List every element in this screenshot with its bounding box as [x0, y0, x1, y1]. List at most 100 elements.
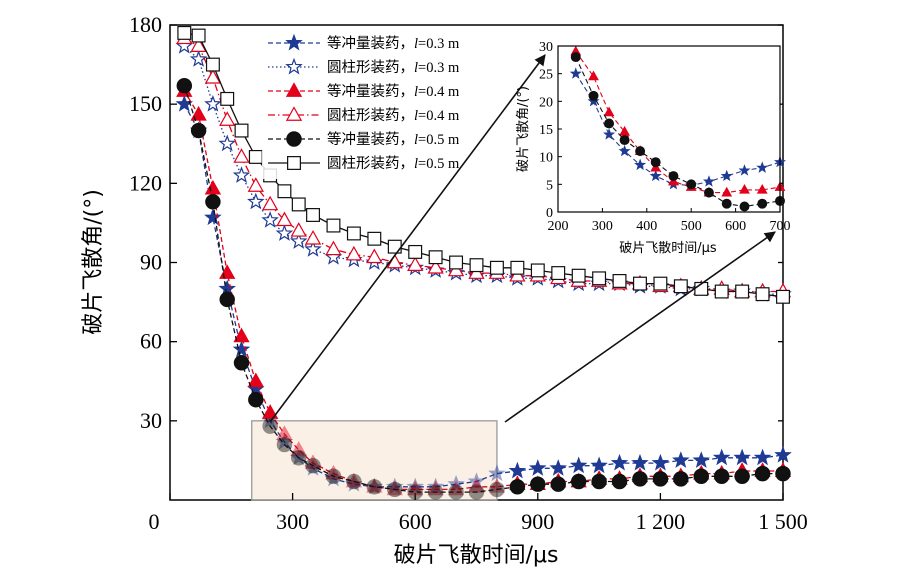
series-point-wrap: [449, 255, 464, 270]
inset-series-point: [686, 179, 697, 190]
series-point-wrap: [190, 105, 207, 121]
series-point: [447, 474, 465, 492]
series-point: [324, 469, 343, 487]
series-point: [345, 245, 363, 261]
series-point-wrap: [753, 448, 772, 466]
series-point: [191, 28, 206, 43]
legend-label: 等冲量装药，l=0.4 m: [327, 82, 460, 100]
legend-item: 等冲量装药，l=0.3 m: [268, 33, 460, 52]
series-point: [551, 266, 566, 281]
series-point: [366, 248, 383, 264]
legend-marker: [285, 82, 303, 97]
series-point: [712, 448, 731, 466]
series-point: [449, 255, 464, 270]
series-point: [233, 148, 250, 163]
series-point-wrap: [590, 456, 608, 474]
inset-series-point: [619, 125, 630, 136]
series-point-wrap: [569, 456, 588, 474]
series-point-wrap: [366, 248, 383, 264]
series-point: [488, 464, 506, 482]
series-point: [233, 355, 250, 371]
legend-item: 圆柱形装药，l=0.5 m: [268, 155, 460, 172]
inset-series-point: [739, 184, 750, 194]
inset-axis-ticks: 200 300 400 500 600 700 0 5 10 15 20 25 30: [539, 40, 791, 234]
series-point-wrap: [277, 184, 292, 199]
series-point: [592, 271, 607, 286]
series-point: [325, 240, 342, 256]
series-point: [219, 111, 236, 126]
series-point: [291, 450, 307, 466]
series-point-wrap: [218, 134, 236, 152]
legend: 等冲量装药，l=0.3 m 圆柱形装药，l=0.3 m 等冲量装药，l=0.4 m 圆…: [262, 31, 502, 179]
series-point-wrap: [672, 451, 690, 468]
series-point-wrap: [346, 226, 361, 241]
series-point: [427, 259, 444, 274]
legend-marker: [285, 33, 303, 51]
series-point: [510, 260, 525, 275]
series-point-wrap: [774, 445, 792, 463]
series-point: [407, 256, 424, 271]
series-point: [387, 481, 403, 498]
series-point-wrap: [530, 476, 546, 492]
series-point: [218, 134, 236, 152]
inset-series-point: [650, 157, 661, 168]
y-tick-label: 180: [129, 12, 162, 37]
series-point: [248, 149, 263, 164]
y-tick-label: 90: [140, 250, 162, 275]
series-point-wrap: [714, 284, 729, 299]
series-point: [204, 179, 222, 195]
inset-y-axis-title: 破片飞散角/(°): [516, 86, 531, 172]
series-point-wrap: [304, 454, 322, 469]
inset-series-point: [702, 175, 715, 187]
series-point: [232, 340, 251, 358]
inset-series-point: [703, 187, 714, 198]
series-point: [612, 273, 627, 288]
series-point-wrap: [570, 473, 587, 490]
inset-x-tick-label: 300: [592, 219, 613, 234]
inset-series-point: [587, 95, 600, 107]
series-point: [190, 37, 207, 52]
series-point: [276, 425, 293, 440]
y-tick-label: 30: [140, 408, 162, 433]
series-point-wrap: [592, 271, 607, 286]
inset-series-point: [588, 70, 599, 81]
legend-label: 圆柱形装药，l=0.3 m: [327, 59, 460, 76]
series-point: [448, 484, 464, 500]
series-point: [673, 279, 688, 294]
inset-y-tick-label: 20: [539, 95, 553, 110]
series-point: [204, 208, 222, 226]
series-point-wrap: [551, 266, 566, 281]
x-tick-label: 1 200: [636, 509, 686, 534]
series-point: [508, 461, 527, 479]
series-point-wrap: [233, 327, 250, 343]
series-point: [651, 453, 670, 471]
series-point-wrap: [247, 372, 264, 388]
series-point: [427, 480, 444, 496]
series-point: [632, 471, 648, 487]
series-point-wrap: [692, 451, 711, 468]
series-point: [549, 459, 567, 476]
legend-item: 等冲量装药，l=0.4 m: [268, 82, 460, 100]
series-point-wrap: [205, 194, 221, 210]
series-point-wrap: [219, 291, 235, 308]
series-point: [366, 479, 383, 495]
series-point-wrap: [219, 111, 236, 126]
series-point-wrap: [306, 208, 321, 222]
series-point-wrap: [325, 468, 342, 484]
y-tick-label: 150: [129, 91, 162, 116]
legend-marker: [286, 131, 302, 147]
inset-series-point: [619, 135, 630, 146]
series-point: [386, 480, 403, 496]
series-point: [346, 473, 362, 490]
series-point-wrap: [651, 453, 670, 471]
series-point: [569, 456, 588, 474]
series-point: [365, 477, 384, 495]
series-point: [247, 192, 265, 210]
series-point: [610, 453, 629, 471]
series-point-wrap: [735, 284, 750, 299]
inset-x-axis-title: 破片飞散时间/μs: [619, 241, 717, 256]
inset-series-point: [634, 158, 647, 171]
main-series-layer: [175, 25, 792, 500]
series-point: [205, 194, 221, 210]
series-point: [489, 481, 505, 498]
